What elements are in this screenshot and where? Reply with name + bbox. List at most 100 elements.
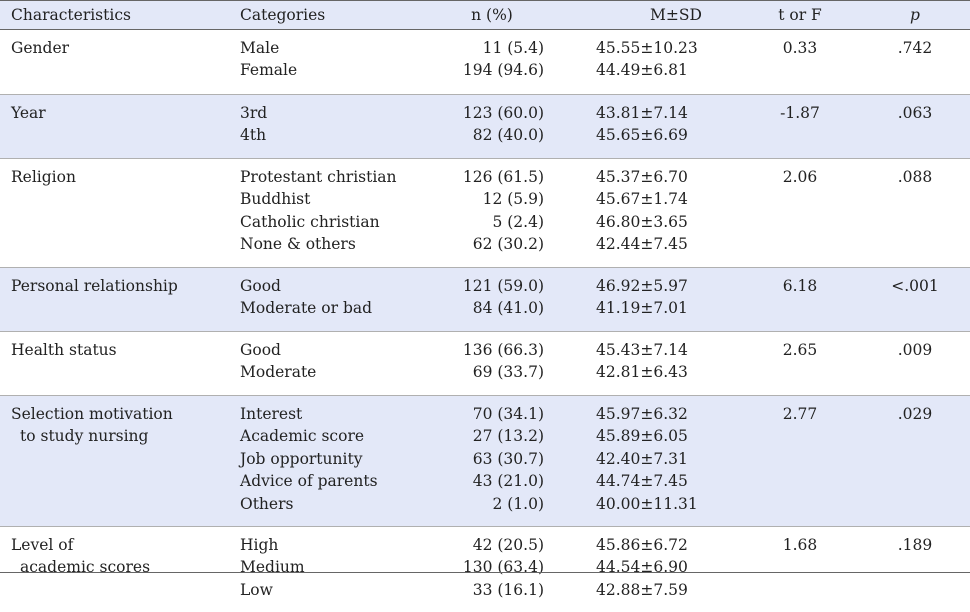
mean-sd-cell: 45.86±6.72 44.54±6.90 42.88±7.59	[596, 534, 756, 601]
category-cell: Protestant christian Buddhist Catholic chr…	[240, 166, 397, 256]
mean-sd-cell: 45.55±10.23 44.49±6.81	[596, 37, 756, 82]
n-percent-cell-line: 82 (40.0)	[472, 126, 544, 145]
category-cell-line: Moderate	[240, 363, 317, 382]
mean-sd-cell-line: 40.00±11.31	[596, 494, 698, 513]
t-or-f-cell: -1.87	[780, 104, 820, 122]
characteristic-cell-line: Selection motivation	[11, 405, 173, 423]
mean-sd-cell-line: 45.97±6.32	[596, 405, 688, 423]
header-characteristics: Characteristics	[11, 6, 131, 24]
n-percent-cell-line: 69 (33.7)	[472, 363, 544, 382]
p-value-cell: .063	[897, 104, 933, 122]
category-cell-line: Good	[240, 277, 281, 295]
p-value-cell: .189	[897, 536, 933, 554]
n-percent-cell-line: 42 (20.5)	[472, 536, 544, 554]
t-or-f-cell: 2.06	[782, 168, 818, 186]
table-row-group: Personal relationship Good Moderate or bad…	[0, 267, 970, 331]
table-row-group: Level of academic scores High Medium Low 42 (…	[0, 526, 970, 612]
characteristic-cell-line: Religion	[11, 168, 76, 186]
category-cell-line: Male	[240, 39, 280, 57]
n-percent-cell-line: 5 (2.4)	[492, 212, 544, 231]
category-cell: Good Moderate	[240, 339, 316, 384]
n-percent-cell-line: 136 (66.3)	[462, 341, 544, 359]
mean-sd-cell-line: 45.55±10.23	[596, 39, 698, 57]
table-row-group: Selection motivation to study nursing Inte…	[0, 395, 970, 526]
mean-sd-cell: 45.97±6.32 45.89±6.05 42.40±7.31 44.74±7.45…	[596, 403, 756, 515]
characteristic-cell-line: Gender	[11, 39, 70, 57]
header-t-or-f: t or F	[778, 6, 822, 24]
p-value-cell: <.001	[891, 277, 939, 295]
category-cell-line: Advice of parents	[240, 472, 378, 491]
mean-sd-cell-line: 45.86±6.72	[596, 536, 688, 554]
mean-sd-cell-line: 46.80±3.65	[596, 212, 688, 231]
n-percent-cell: 121 (59.0) 84 (41.0)	[440, 275, 544, 320]
n-percent-cell-line: 123 (60.0)	[462, 104, 544, 122]
n-percent-cell-line: 2 (1.0)	[492, 494, 544, 513]
category-cell-line: Moderate or bad	[240, 299, 373, 318]
n-percent-cell-line: 126 (61.5)	[462, 168, 544, 186]
mean-sd-cell-line: 42.88±7.59	[596, 580, 688, 599]
characteristic-cell-line: to study nursing	[20, 427, 149, 446]
table-header: Characteristics Categories n (%) M±SD t …	[0, 0, 970, 30]
category-cell: High Medium Low	[240, 534, 305, 601]
mean-sd-cell: 45.37±6.70 45.67±1.74 46.80±3.65 42.44±7.45	[596, 166, 756, 256]
n-percent-cell: 42 (20.5) 130 (63.4) 33 (16.1)	[440, 534, 544, 601]
characteristic-cell: Year	[11, 102, 46, 124]
characteristic-cell-line: academic scores	[20, 558, 151, 577]
mean-sd-cell-line: 45.37±6.70	[596, 168, 688, 186]
category-cell-line: Catholic christian	[240, 212, 380, 231]
table-row-group: Gender Male Female 11 (5.4) 194 (94.6) 45.55±…	[0, 30, 970, 94]
p-value-cell: .009	[897, 341, 933, 359]
header-mean-sd: M±SD	[650, 6, 702, 24]
characteristic-cell: Level of academic scores	[11, 534, 150, 579]
t-or-f-cell: 2.77	[782, 405, 818, 423]
mean-sd-cell-line: 44.54±6.90	[596, 558, 688, 577]
header-p-value: p	[910, 6, 920, 24]
n-percent-cell: 123 (60.0) 82 (40.0)	[440, 102, 544, 147]
category-cell-line: Protestant christian	[240, 168, 397, 186]
category-cell-line: 3rd	[240, 104, 268, 122]
n-percent-cell-line: 43 (21.0)	[472, 472, 544, 491]
n-percent-cell-line: 194 (94.6)	[462, 61, 544, 80]
characteristic-cell-line: Health status	[11, 341, 117, 359]
mean-sd-cell-line: 41.19±7.01	[596, 299, 688, 318]
category-cell: 3rd 4th	[240, 102, 267, 147]
category-cell: Interest Academic score Job opportunity Adv…	[240, 403, 378, 515]
header-n-percent: n (%)	[471, 6, 513, 24]
n-percent-cell-line: 12 (5.9)	[482, 190, 544, 209]
category-cell-line: Female	[240, 61, 298, 80]
table-row-group: Religion Protestant christian Buddhist Cath…	[0, 158, 970, 267]
n-percent-cell-line: 63 (30.7)	[472, 449, 544, 468]
n-percent-cell-line: 62 (30.2)	[472, 235, 544, 254]
category-cell-line: Job opportunity	[240, 449, 363, 468]
category-cell-line: Medium	[240, 558, 305, 577]
mean-sd-cell-line: 42.44±7.45	[596, 235, 688, 254]
t-or-f-cell: 6.18	[782, 277, 818, 295]
characteristic-cell: Selection motivation to study nursing	[11, 403, 173, 448]
mean-sd-cell-line: 44.49±6.81	[596, 61, 688, 80]
category-cell: Male Female	[240, 37, 297, 82]
category-cell-line: 4th	[240, 126, 267, 145]
category-cell-line: Low	[240, 580, 273, 599]
category-cell-line: Academic score	[240, 427, 365, 446]
n-percent-cell-line: 27 (13.2)	[472, 427, 544, 446]
category-cell-line: High	[240, 536, 279, 554]
mean-sd-cell-line: 44.74±7.45	[596, 472, 688, 491]
table-row-group: Health status Good Moderate 136 (66.3) 69 (3…	[0, 331, 970, 395]
mean-sd-cell: 46.92±5.97 41.19±7.01	[596, 275, 756, 320]
mean-sd-cell-line: 42.81±6.43	[596, 363, 688, 382]
table-row-group: Year 3rd 4th 123 (60.0) 82 (40.0) 43.81±7.14 4…	[0, 94, 970, 158]
characteristic-cell-line: Level of	[11, 536, 74, 554]
mean-sd-cell: 45.43±7.14 42.81±6.43	[596, 339, 756, 384]
n-percent-cell-line: 11 (5.4)	[482, 39, 544, 57]
t-or-f-cell: 2.65	[782, 341, 818, 359]
n-percent-cell-line: 70 (34.1)	[472, 405, 544, 423]
n-percent-cell: 11 (5.4) 194 (94.6)	[440, 37, 544, 82]
category-cell-line: Good	[240, 341, 281, 359]
p-value-cell: .029	[897, 405, 933, 423]
characteristic-cell-line: Personal relationship	[11, 277, 178, 295]
category-cell-line: None & others	[240, 235, 356, 254]
mean-sd-cell-line: 45.65±6.69	[596, 126, 688, 145]
mean-sd-cell-line: 45.89±6.05	[596, 427, 688, 446]
n-percent-cell-line: 84 (41.0)	[472, 299, 544, 318]
n-percent-cell-line: 33 (16.1)	[472, 580, 544, 599]
